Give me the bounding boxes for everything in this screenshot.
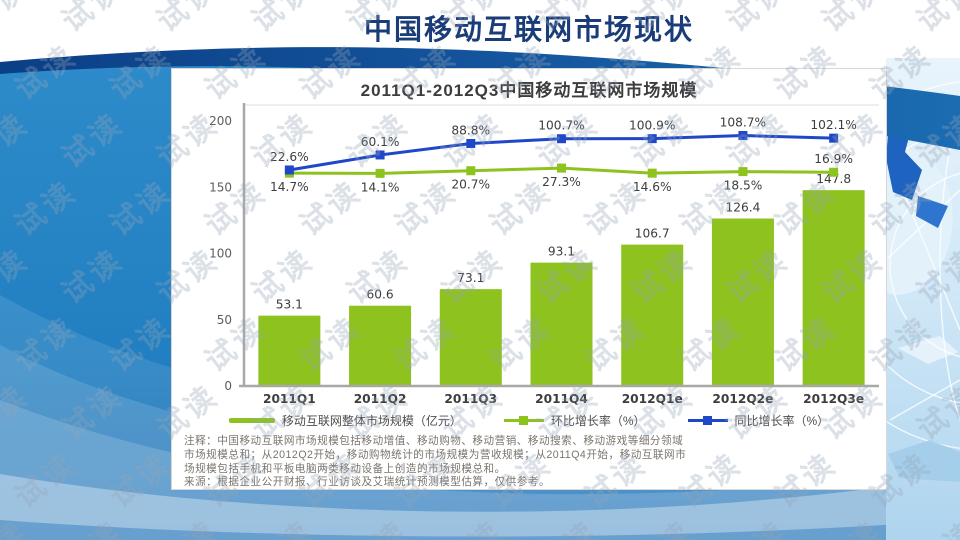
chart-legend: 移动互联网整体市场规模（亿元） 环比增长率（%） 同比增长率（%）	[172, 412, 886, 428]
bar-value-label: 53.1	[276, 298, 303, 312]
bar-value-label: 93.1	[548, 245, 575, 259]
line-marker	[557, 134, 566, 144]
x-category-label: 2012Q1e	[622, 392, 683, 406]
bar-swatch-icon	[228, 417, 275, 423]
x-category-label: 2012Q2e	[712, 392, 773, 406]
chart-title: 2011Q1-2012Q3中国移动互联网市场规模	[360, 81, 698, 100]
globe-continent	[916, 196, 948, 228]
legend-label: 移动互联网整体市场规模（亿元）	[281, 413, 462, 428]
legend-item-market-size: 移动互联网整体市场规模（亿元）	[228, 412, 462, 429]
square-marker-icon	[702, 415, 712, 425]
market-size-chart: 0 50 100 150 200 53.1 60.6 73.1 93.1 106.7 126.4 14…	[209, 103, 879, 406]
line-marker	[829, 133, 839, 143]
x-category-label: 2011Q1	[263, 392, 316, 406]
bar	[349, 305, 412, 386]
bar	[530, 262, 593, 386]
line-marker	[466, 138, 476, 148]
line-value-label: 14.7%	[270, 180, 309, 194]
line-swatch-icon	[503, 415, 544, 425]
line-marker	[375, 168, 385, 178]
line-value-label: 16.9%	[814, 152, 853, 166]
legend-label: 同比增长率（%）	[734, 413, 830, 428]
line-marker	[647, 134, 657, 144]
x-category-label: 2011Q2	[354, 392, 407, 406]
chart-panel: 2011Q1-2012Q3中国移动互联网市场规模 0 50 100 150 200 53.…	[171, 68, 887, 490]
chart-footnote: 注释：中国移动互联网市场规模包括移动增值、移动购物、移动营销、移动搜索、移动游戏…	[184, 435, 880, 490]
footnote-line: 来源：根据企业公开财报、行业访谈及艾瑞统计预测模型估算，仅供参考。	[184, 476, 551, 489]
line-value-label: 102.1%	[810, 118, 856, 132]
bar	[711, 218, 774, 386]
footnote-line: 市场规模总和；从2012Q2开始，移动购物统计的市场规模为营收规模；从2011Q…	[184, 448, 687, 461]
bar-value-label: 60.6	[367, 288, 394, 302]
line-value-label: 108.7%	[720, 116, 766, 130]
x-category-label: 2011Q3	[444, 392, 497, 406]
line-marker	[647, 168, 657, 178]
bar	[621, 244, 684, 386]
footnote-line: 注释：中国移动互联网市场规模包括移动增值、移动购物、移动营销、移动搜索、移动游戏…	[184, 435, 684, 447]
line-value-label: 100.9%	[629, 119, 675, 133]
bar-value-label: 147.8	[816, 172, 851, 186]
bar-value-label: 73.1	[457, 271, 484, 285]
square-marker-icon	[518, 415, 528, 425]
legend-label: 环比增长率（%）	[550, 413, 646, 428]
y-tick-label: 150	[209, 180, 232, 194]
line-marker	[738, 131, 748, 141]
line-value-label: 14.1%	[361, 180, 400, 194]
line-value-label: 22.6%	[270, 150, 309, 164]
line-value-label: 18.5%	[724, 179, 763, 193]
line-marker	[284, 165, 294, 175]
line-value-label: 20.7%	[451, 178, 490, 192]
line-value-label: 14.6%	[633, 180, 672, 194]
y-tick-label: 50	[217, 313, 232, 327]
bottom-light-band	[0, 474, 960, 537]
line-value-label: 88.8%	[451, 123, 490, 137]
line-marker	[738, 167, 748, 177]
footnote-line: 场规模包括手机和平板电脑两类移动设备上创造的市场规模总和。	[184, 462, 506, 475]
bar-value-label: 106.7	[635, 227, 670, 241]
slide-title: 中国移动互联网市场现状	[363, 14, 694, 45]
line-value-label: 27.3%	[542, 175, 581, 189]
background-swoosh	[0, 400, 960, 540]
line-marker	[466, 166, 476, 176]
legend-item-yoy-growth: 同比增长率（%）	[687, 412, 830, 429]
x-category-label: 2011Q4	[535, 392, 588, 406]
line-marker	[557, 163, 566, 173]
line-value-label: 100.7%	[538, 119, 584, 133]
x-category-label: 2012Q3e	[803, 392, 864, 406]
line-marker	[829, 167, 839, 177]
bar	[802, 190, 865, 386]
bar	[258, 315, 321, 386]
line-value-label: 60.1%	[361, 135, 400, 149]
background-swoosh	[0, 345, 960, 540]
line-marker	[375, 150, 385, 160]
line-swatch-icon	[687, 415, 728, 425]
y-tick-label: 100	[209, 247, 232, 261]
y-tick-label: 0	[224, 379, 232, 393]
bar	[439, 289, 502, 386]
y-tick-label: 200	[209, 114, 232, 128]
bar-value-label: 126.4	[725, 201, 760, 215]
legend-item-qoq-growth: 环比增长率（%）	[503, 412, 646, 429]
